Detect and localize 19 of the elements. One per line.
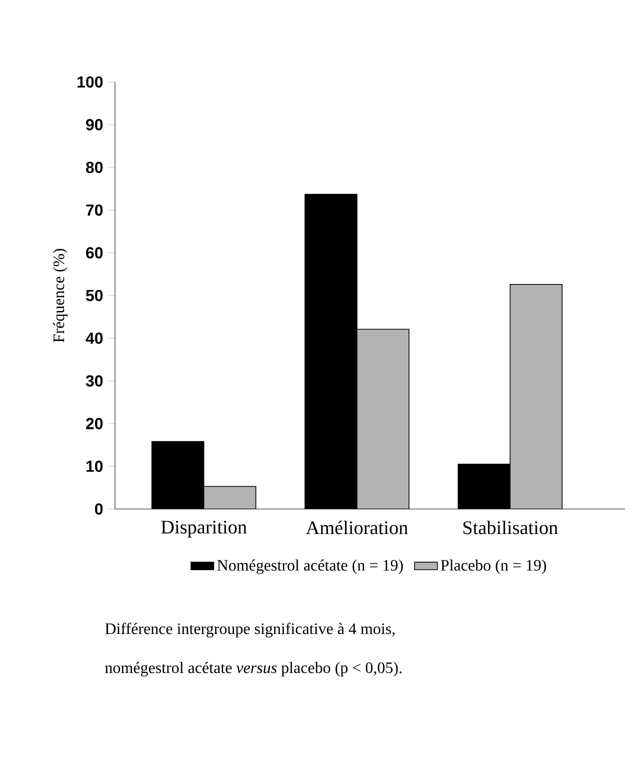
x-tick-label: Stabilisation [463,520,558,534]
y-tick-label: 40 [86,332,103,344]
x-tick-label: Disparition [161,520,247,538]
y-tick-label: 0 [95,503,103,515]
y-tick-label: 10 [86,460,103,472]
legend-label: Placebo (n = 19) [440,559,546,574]
text: Différence intergroupe significative à 4 mois, [105,622,395,638]
y-tick-label: 100 [78,76,103,88]
x-tick-label: Amélioration [306,520,408,534]
y-tick-label: 60 [86,247,103,258]
y-tick-label: 90 [86,119,103,130]
y-tick-label: 80 [86,162,103,174]
y-tick-label: 70 [86,204,103,216]
y-tick-label: 30 [86,375,103,387]
text: nomégestrol acétate versus placebo (p < 0,05). [105,662,402,676]
y-tick-label: 20 [86,418,103,430]
legend-label: Nomégestrol acétate (n = 19) [217,559,403,574]
y-tick-label: 50 [86,290,103,302]
y-axis-title: Fréquence (%) [52,248,68,342]
